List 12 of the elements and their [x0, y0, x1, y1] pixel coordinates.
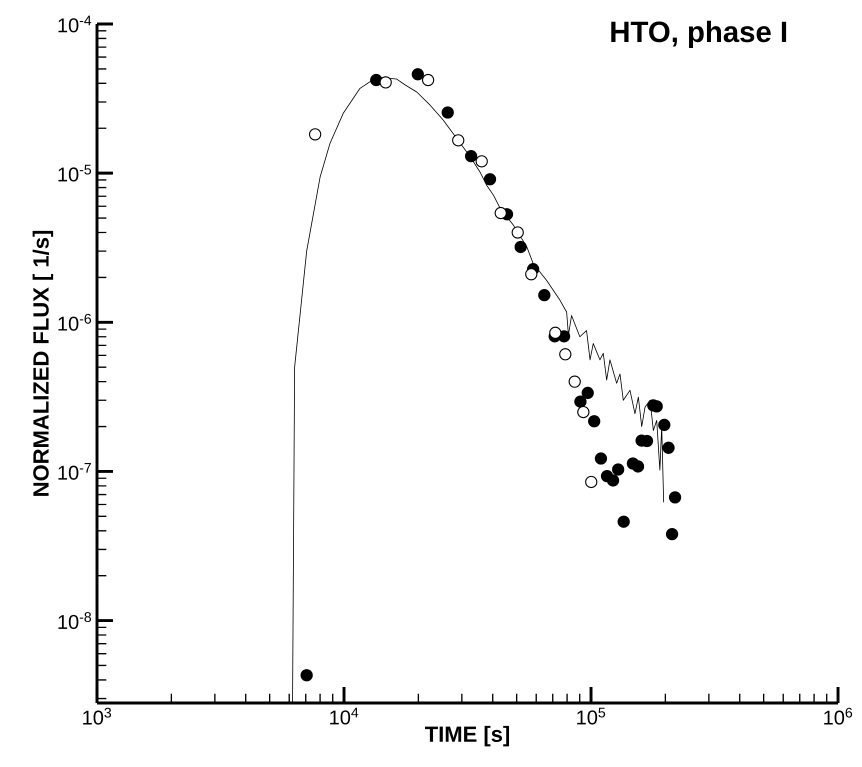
y-tick-label: 10$^{-6}$: [58, 314, 92, 331]
y-tick-label: 10$^{-8}$: [58, 612, 92, 630]
x-tick-label: 10$^{6}$: [824, 708, 852, 725]
chart-title: HTO, phase I: [611, 20, 786, 48]
y-tick-label: 10$^{-5}$: [58, 164, 92, 182]
x-tick-label: 10$^{3}$: [83, 708, 112, 725]
x-axis-title: TIME [s]: [424, 726, 510, 746]
y-tick-label: 10$^{-7}$: [58, 463, 91, 480]
y-tick-label: 10$^{-4}$: [58, 16, 92, 32]
x-tick-label: 10$^{4}$: [330, 708, 358, 725]
x-tick-label: 10$^{5}$: [577, 708, 606, 725]
y-axis-title: NORMALIZED FLUX [ 1/s]: [32, 230, 54, 496]
